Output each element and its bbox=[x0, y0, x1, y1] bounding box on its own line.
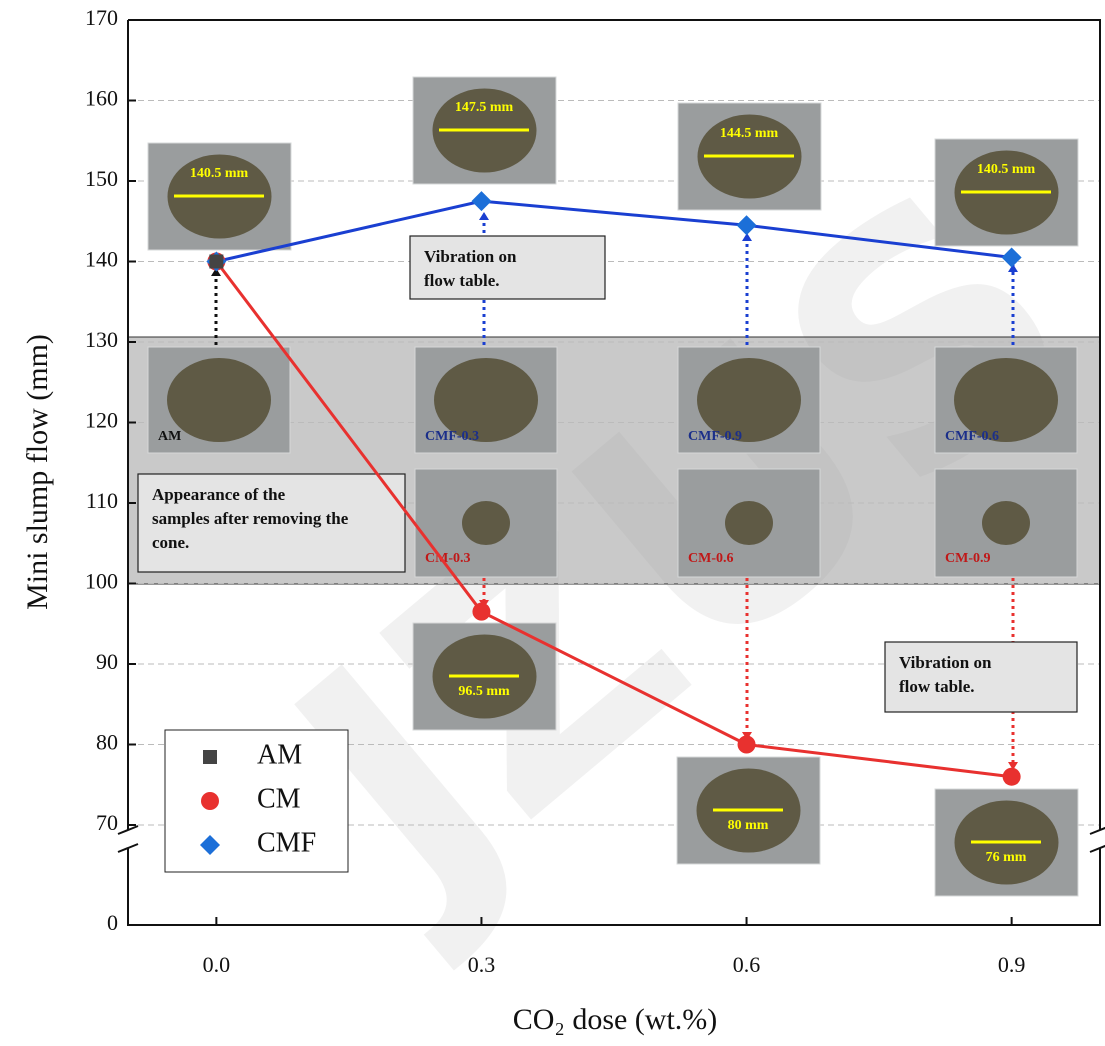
sample-image bbox=[462, 501, 510, 545]
marker bbox=[209, 255, 223, 269]
y-tick-label: 160 bbox=[85, 86, 118, 111]
y-tick-label: 70 bbox=[96, 810, 118, 835]
y-tick-label: 90 bbox=[96, 649, 118, 674]
marker bbox=[471, 191, 491, 211]
chart: JZUS Mini slump flow (mm) CO₂ dose (wt.%… bbox=[0, 0, 1105, 1046]
sample-image bbox=[725, 501, 773, 545]
sample-label: CMF-0.6 bbox=[945, 429, 999, 444]
photo-label: 144.5 mm bbox=[720, 126, 779, 141]
sample-label: CMF-0.9 bbox=[688, 429, 742, 444]
photo-label: 140.5 mm bbox=[977, 162, 1036, 177]
legend-label: AM bbox=[257, 739, 302, 770]
y-tick-label: 130 bbox=[85, 327, 118, 352]
y-tick-label: 170 bbox=[85, 5, 118, 30]
photo-label: 76 mm bbox=[986, 850, 1027, 865]
photo-label: 80 mm bbox=[728, 818, 769, 833]
photo-label: 96.5 mm bbox=[458, 684, 510, 699]
x-axis-label: CO₂ dose (wt.%) bbox=[513, 1003, 718, 1036]
y-tick-label: 0 bbox=[107, 910, 118, 935]
y-axis-label: Mini slump flow (mm) bbox=[21, 334, 54, 610]
sample-label: CM-0.9 bbox=[945, 551, 991, 566]
y-tick-label: 110 bbox=[86, 488, 118, 513]
marker bbox=[1003, 768, 1021, 786]
x-tick-label: 0.0 bbox=[203, 952, 231, 977]
y-tick-label: 80 bbox=[96, 730, 118, 755]
sample-label: AM bbox=[158, 429, 181, 444]
sample-label: CMF-0.3 bbox=[425, 429, 479, 444]
legend-marker bbox=[203, 750, 217, 764]
x-tick-label: 0.6 bbox=[733, 952, 761, 977]
legend-marker bbox=[201, 792, 219, 810]
sample-image bbox=[167, 358, 271, 442]
y-tick-label: 100 bbox=[85, 569, 118, 594]
sample-image bbox=[982, 501, 1030, 545]
sample-label: CM-0.6 bbox=[688, 551, 734, 566]
y-tick-label: 150 bbox=[85, 166, 118, 191]
marker bbox=[472, 603, 490, 621]
marker bbox=[738, 736, 756, 754]
photo-label: 147.5 mm bbox=[455, 100, 514, 115]
legend-entry bbox=[203, 750, 217, 764]
y-tick-label: 120 bbox=[85, 408, 118, 433]
x-tick-label: 0.9 bbox=[998, 952, 1026, 977]
sample-label: CM-0.3 bbox=[425, 551, 471, 566]
axis-break-gap bbox=[1088, 830, 1105, 848]
arrow-head bbox=[479, 212, 489, 220]
legend-entry bbox=[201, 792, 219, 810]
legend-label: CMF bbox=[257, 827, 316, 858]
y-tick-label: 140 bbox=[85, 247, 118, 272]
photo-label: 140.5 mm bbox=[190, 166, 249, 181]
legend-label: CM bbox=[257, 783, 301, 814]
x-tick-label: 0.3 bbox=[468, 952, 496, 977]
